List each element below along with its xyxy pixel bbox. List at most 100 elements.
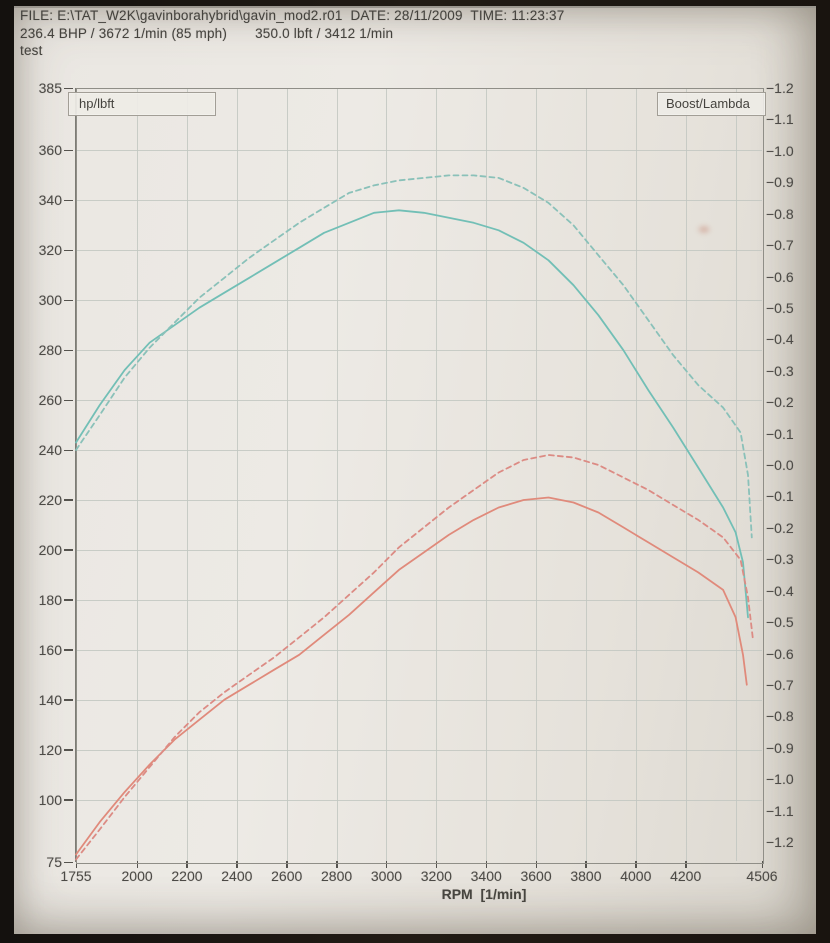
left-axis-tick-label: 280 xyxy=(38,342,62,359)
left-axis-tick-mark xyxy=(64,249,73,252)
h-gridline xyxy=(77,599,762,601)
right-axis-legend-label: Boost/Lambda xyxy=(666,96,750,111)
right-axis-tick-label: −0.3 xyxy=(766,551,794,568)
left-axis-tick-mark xyxy=(64,87,73,89)
left-axis-tick-mark xyxy=(64,149,73,152)
right-axis-tick-label: −0.6 xyxy=(766,645,794,662)
right-axis-tick-label: −1.1 xyxy=(766,111,794,128)
right-axis-tick-label: −0.1 xyxy=(766,425,794,442)
right-axis-tick-label: −0.4 xyxy=(766,582,794,599)
x-axis-tick-mark xyxy=(485,861,488,868)
x-axis-tick-mark xyxy=(186,861,188,868)
peak-torque-result: 350.0 lbft / 3412 1/min xyxy=(255,26,394,41)
right-axis-legend-box: Boost/Lambda xyxy=(657,92,766,116)
x-axis-tick-mark xyxy=(635,861,637,868)
h-gridline xyxy=(77,749,762,751)
series-torque-corrected-lbft xyxy=(75,174,753,539)
right-axis-tick-label: −0.2 xyxy=(766,519,794,536)
series-power-corrected-bhp xyxy=(75,454,754,861)
peak-power-result: 236.4 BHP / 3672 1/min (85 mph) xyxy=(20,26,228,41)
left-axis-tick-label: 200 xyxy=(38,541,62,558)
x-axis-tick-mark xyxy=(336,861,338,868)
x-axis-tick-mark xyxy=(761,861,763,868)
left-axis-tick-mark xyxy=(64,499,73,501)
left-axis-tick-label: 260 xyxy=(38,392,62,409)
x-axis-tick-label: 3600 xyxy=(520,868,552,884)
x-axis-tick-label: 3000 xyxy=(370,868,403,884)
plot-frame xyxy=(76,88,764,864)
right-axis-tick-label: −0.5 xyxy=(766,299,794,316)
left-axis-tick-label: 75 xyxy=(46,854,62,870)
right-axis-tick-label: −1.0 xyxy=(766,142,794,159)
right-axis-tick-label: −0.0 xyxy=(766,457,794,473)
x-axis-tick-mark xyxy=(136,861,139,868)
right-axis-tick-label: −1.0 xyxy=(766,771,794,788)
v-gridline xyxy=(436,89,438,861)
left-axis-tick-mark xyxy=(64,799,73,801)
left-axis-tick-label: 220 xyxy=(38,491,62,508)
left-axis-tick-label: 360 xyxy=(38,142,62,159)
right-axis-tick-label: −0.6 xyxy=(766,268,794,285)
x-axis-tick-label: 2400 xyxy=(221,868,253,884)
left-axis-legend-label: hp/lbft xyxy=(79,96,115,111)
h-gridline xyxy=(77,699,762,701)
left-axis-tick-label: 100 xyxy=(38,791,62,808)
x-axis-tick-label: 3200 xyxy=(420,868,452,884)
right-axis-tick-label: −1.2 xyxy=(766,80,794,96)
x-axis-tick-mark xyxy=(286,861,288,868)
x-axis-tick-label: 4200 xyxy=(670,868,702,884)
left-axis-tick-label: 160 xyxy=(38,641,62,658)
x-axis-tick-mark xyxy=(585,861,587,868)
left-axis-tick-mark xyxy=(64,861,73,863)
x-axis-tick-label: 4506 xyxy=(746,868,778,884)
left-axis-tick-mark xyxy=(64,349,73,352)
right-axis-tick-label: −1.2 xyxy=(766,834,794,850)
header-results-line: 236.4 BHP / 3672 1/min (85 mph) 350.0 lbf… xyxy=(20,26,393,41)
left-axis-tick-mark xyxy=(64,199,73,202)
right-axis-tick-label: −0.4 xyxy=(766,331,794,348)
v-gridline xyxy=(486,89,488,861)
v-gridline xyxy=(735,89,737,861)
left-axis-legend-box: hp/lbft xyxy=(68,92,216,116)
right-axis-tick-label: −0.7 xyxy=(766,676,794,693)
x-axis-tick-label: 2000 xyxy=(121,868,153,884)
x-axis-tick-label: 2800 xyxy=(321,868,353,884)
left-axis-tick-label: 120 xyxy=(38,741,62,758)
left-axis-tick-label: 385 xyxy=(38,80,62,96)
left-axis-tick-label: 140 xyxy=(38,691,62,708)
series-torque-measured-lbft xyxy=(75,209,749,619)
paper-sheet xyxy=(14,6,816,934)
x-axis-tick-label: 3800 xyxy=(570,868,602,884)
right-axis-tick-label: −0.8 xyxy=(766,205,794,222)
v-gridline xyxy=(685,89,687,861)
x-axis-tick-mark xyxy=(236,861,238,868)
left-axis-tick-label: 240 xyxy=(38,442,62,459)
v-gridline xyxy=(186,89,188,861)
left-axis-tick-label: 300 xyxy=(38,292,62,309)
h-gridline xyxy=(77,250,762,252)
right-axis-tick-label: −0.8 xyxy=(766,708,794,725)
h-gridline xyxy=(77,649,762,651)
left-axis-tick-mark xyxy=(64,549,73,551)
v-gridline xyxy=(536,89,538,861)
x-axis-tick-mark xyxy=(75,861,77,868)
left-axis-tick-mark xyxy=(64,599,73,601)
left-axis-tick-mark xyxy=(64,649,73,651)
v-gridline xyxy=(386,89,388,861)
left-axis-tick-mark xyxy=(64,749,73,751)
h-gridline xyxy=(77,499,762,501)
left-axis-tick-label: 340 xyxy=(38,192,62,209)
h-gridline xyxy=(77,200,762,202)
header-file-line: FILE: E:\TAT_W2K\gavinborahybrid\gavin_m… xyxy=(20,8,565,23)
h-gridline xyxy=(77,799,762,801)
right-axis-tick-label: −0.9 xyxy=(766,739,794,756)
x-axis-tick-label: 2200 xyxy=(171,868,203,884)
v-gridline xyxy=(236,89,238,861)
left-axis-tick-mark xyxy=(64,699,73,701)
header-note: test xyxy=(20,43,43,58)
right-axis-tick-label: −1.1 xyxy=(766,802,794,819)
h-gridline xyxy=(77,300,762,302)
v-gridline xyxy=(635,89,637,861)
h-gridline xyxy=(77,450,762,452)
